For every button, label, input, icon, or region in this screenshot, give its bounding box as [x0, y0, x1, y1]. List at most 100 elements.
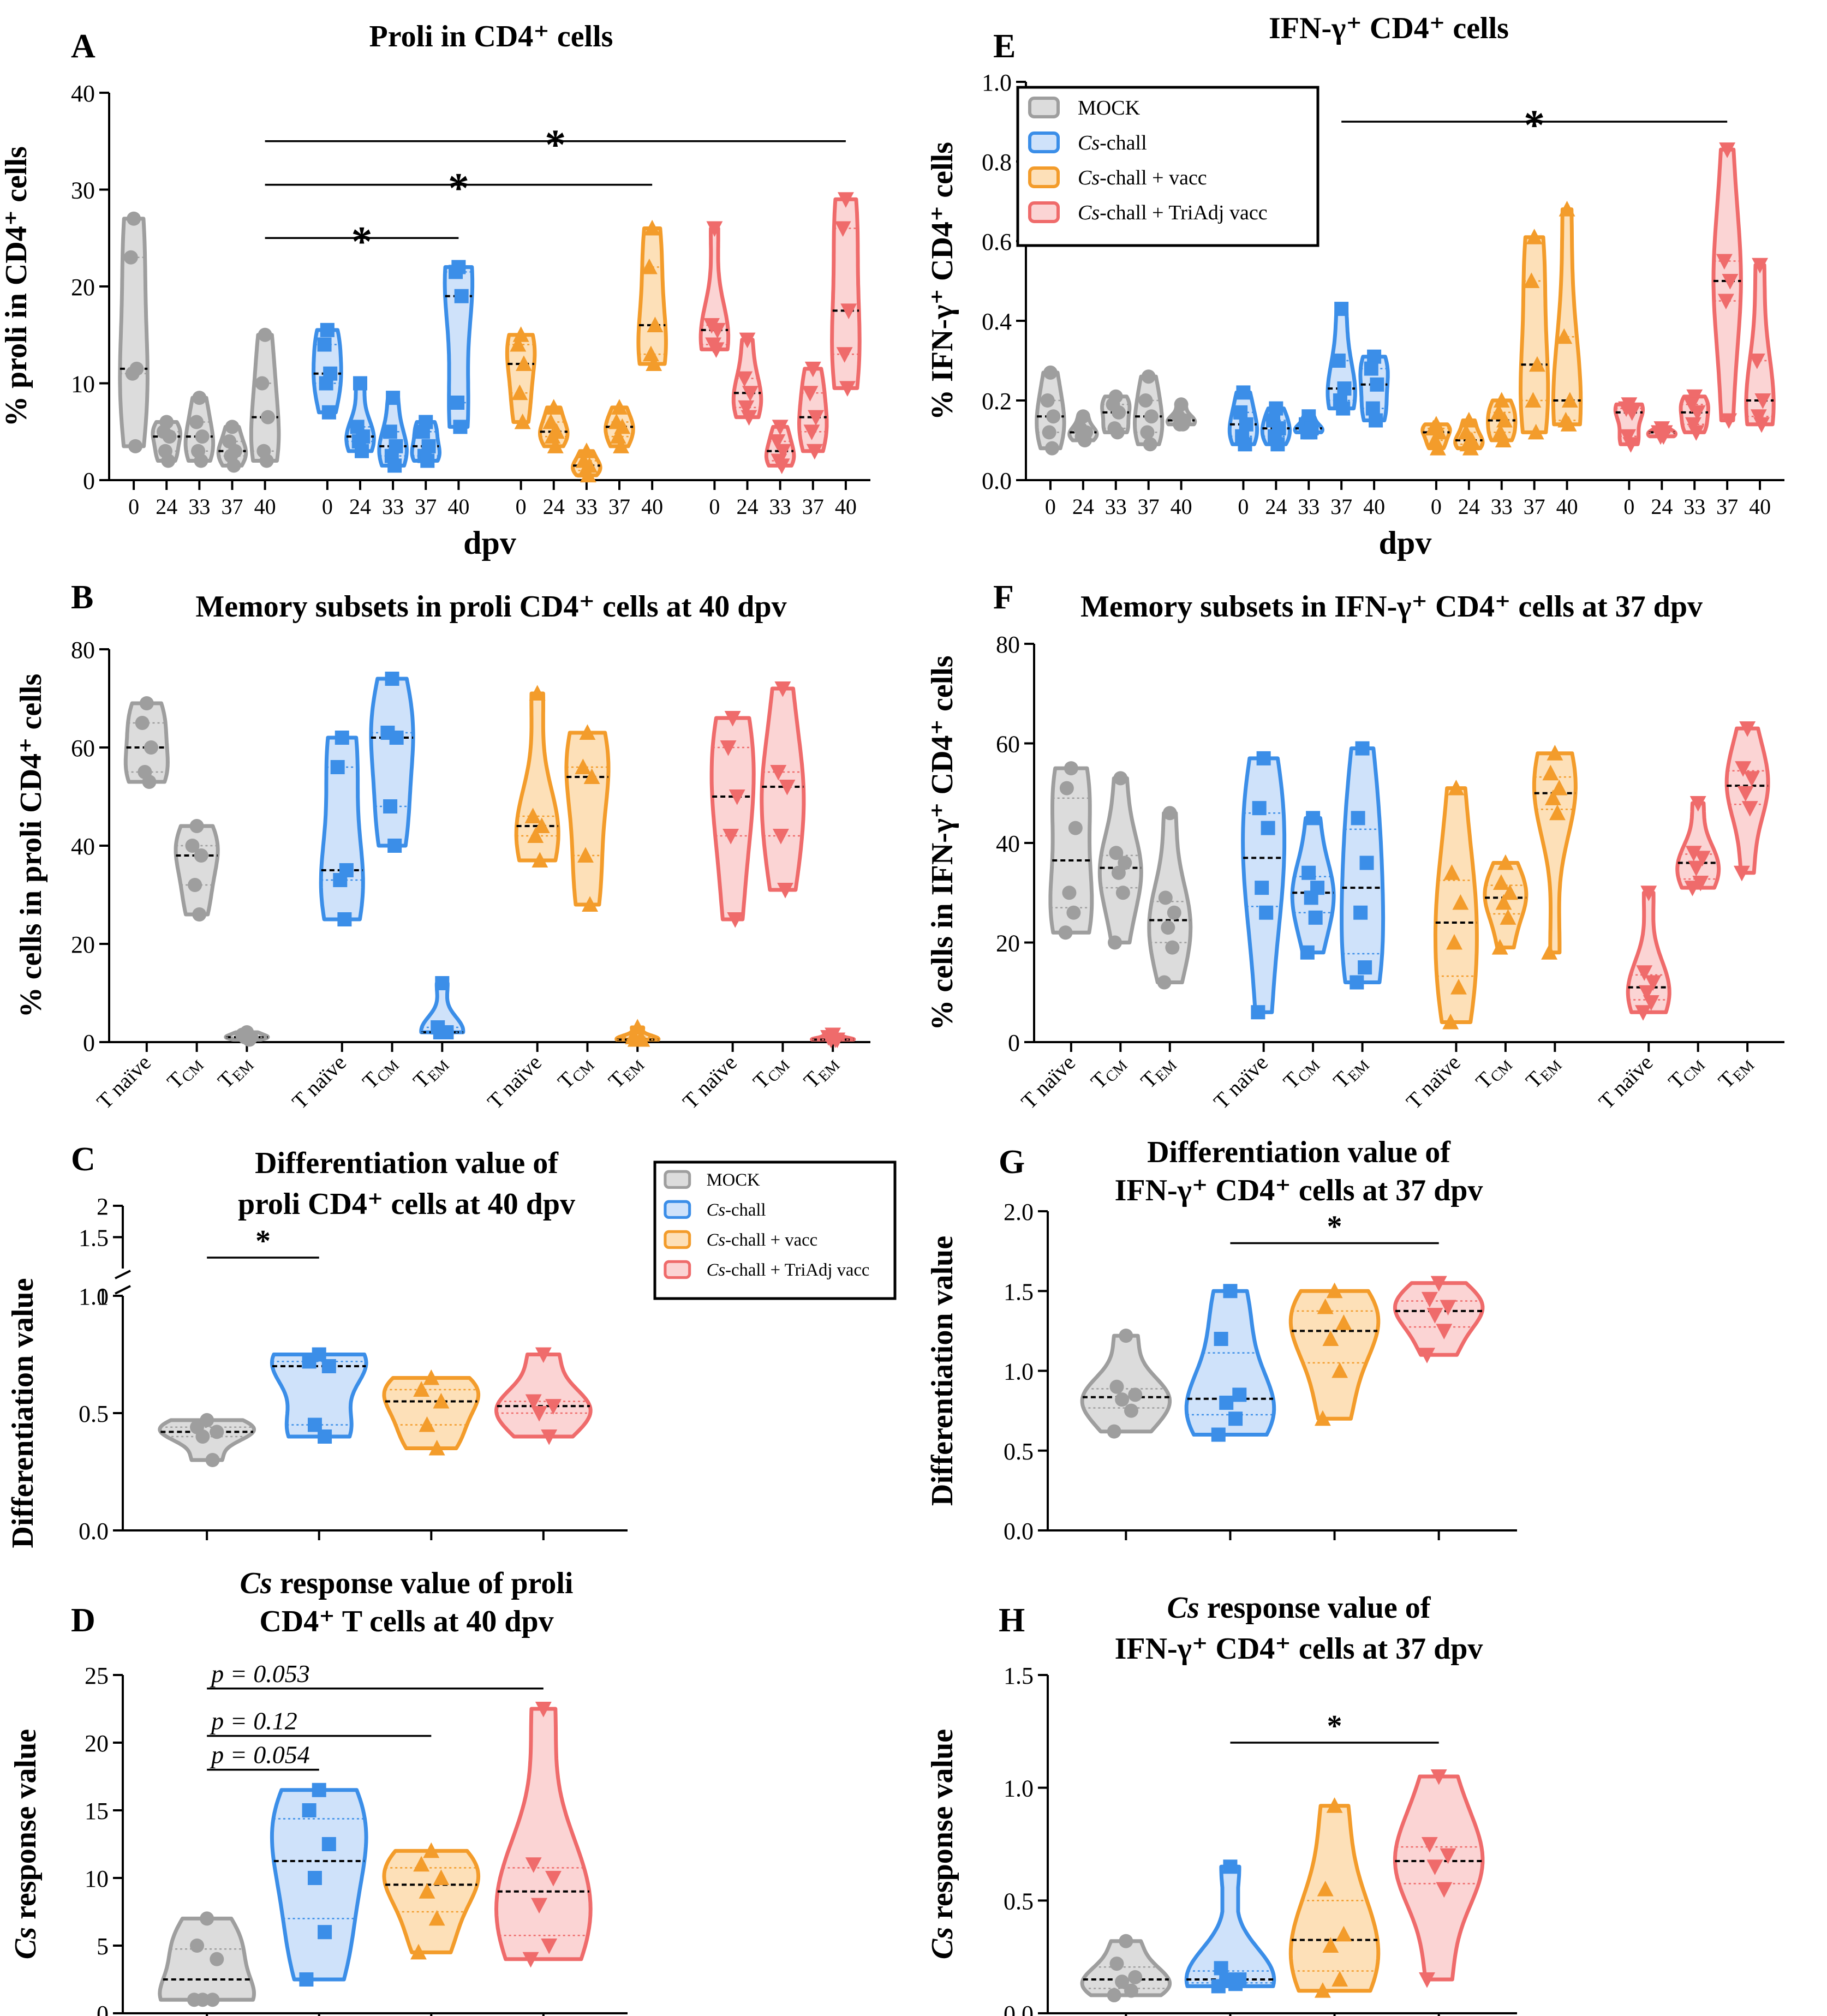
data-point	[727, 912, 744, 928]
data-point	[1685, 846, 1702, 862]
series-mock	[158, 1911, 256, 2007]
data-point	[512, 326, 529, 342]
data-point	[1719, 142, 1736, 158]
data-point	[1042, 425, 1056, 440]
y-tick-label: 0.8	[982, 149, 1012, 176]
panel-title: Cs response value of proli CD4⁺ T cells a…	[240, 1566, 574, 1638]
data-point	[1551, 780, 1568, 795]
data-point	[195, 429, 210, 444]
data-point	[510, 336, 527, 352]
data-point	[353, 376, 367, 391]
significance-bracket: p = 0.053	[207, 1660, 544, 1690]
x-tick-label: 40	[835, 494, 857, 519]
data-point	[804, 361, 821, 378]
x-tick-label: 33	[382, 494, 404, 519]
x-tick-label: 40	[1556, 494, 1578, 519]
series-triadj	[494, 1702, 593, 1968]
significance-label: *	[448, 164, 469, 212]
data-point	[547, 438, 564, 453]
panel-h: H Cs response value of IFN-γ⁺ CD4⁺ cells a…	[926, 1591, 1517, 2016]
data-point	[312, 1782, 326, 1797]
data-point	[1529, 356, 1545, 372]
violin-shape	[760, 686, 806, 892]
x-tick-label: 37	[1716, 494, 1738, 519]
data-point	[1419, 1972, 1435, 1988]
data-point	[1128, 1970, 1143, 1984]
data-point	[1269, 401, 1283, 416]
y-axis-label: % cells in IFN-γ⁺ CD4⁺ cells	[926, 655, 959, 1030]
y-tick-label: 1.5	[79, 1225, 109, 1252]
data-point	[1040, 393, 1055, 408]
data-point	[739, 332, 756, 349]
data-point	[1112, 405, 1126, 420]
data-point	[779, 780, 796, 795]
series-triadj	[1626, 721, 1770, 1021]
violin-shape	[1675, 801, 1721, 890]
axis-break	[115, 1270, 131, 1279]
data-point	[1443, 864, 1460, 880]
data-point	[1214, 1332, 1228, 1346]
data-point	[1256, 751, 1271, 765]
x-tick-label: 37	[415, 494, 437, 519]
data-point	[161, 453, 176, 468]
series-chall	[1184, 1284, 1276, 1442]
data-point	[1559, 201, 1575, 217]
data-point	[1211, 1979, 1226, 1994]
data-point	[1495, 894, 1512, 910]
data-point	[128, 439, 143, 453]
data-point	[1741, 801, 1758, 817]
panel-a: A Proli in CD4⁺ cells 0 10 20 30 40 % proli in …	[0, 20, 870, 561]
series-triadj	[1613, 142, 1776, 453]
significance-bracket: *	[1230, 1210, 1439, 1245]
data-point	[386, 391, 401, 405]
y-tick-label: 0.5	[1004, 1888, 1034, 1915]
y-tick-label: 80	[996, 631, 1020, 658]
data-point	[1119, 1329, 1133, 1343]
data-point	[123, 250, 138, 265]
data-point	[1110, 425, 1125, 440]
data-point	[387, 458, 402, 473]
x-tick-label: 37	[608, 494, 630, 519]
panel-letter: E	[993, 28, 1016, 65]
data-point	[533, 817, 550, 833]
significance-label: *	[1524, 101, 1545, 148]
y-axis-label: Cs response value	[926, 1729, 959, 1959]
data-point	[1335, 1314, 1352, 1330]
y-tick-label: 0.0	[79, 1518, 109, 1545]
data-point	[1300, 945, 1315, 960]
data-point	[1236, 385, 1251, 400]
data-point	[1140, 425, 1155, 440]
panel-title: Differentiation value of proli CD4⁺ cells…	[238, 1146, 575, 1221]
y-axis-label: Differentiation value	[6, 1278, 40, 1548]
series-triadj	[698, 192, 862, 474]
x-tick-label: TCM	[357, 1050, 403, 1095]
significance-label: p = 0.12	[210, 1707, 297, 1735]
data-point	[1495, 432, 1512, 447]
data-point	[1128, 1387, 1143, 1402]
data-point	[1174, 397, 1189, 412]
data-point	[205, 1453, 220, 1467]
data-point	[194, 453, 208, 468]
series-mock	[1048, 761, 1193, 990]
y-axis-label: % proli in CD4⁺ cells	[0, 146, 33, 427]
data-point	[1735, 761, 1752, 777]
y-tick-label: 1	[97, 1283, 109, 1310]
violin-shape	[830, 197, 862, 390]
x-tick-label: 40	[641, 494, 663, 519]
y-tick-label: 0.0	[1004, 1518, 1034, 1545]
data-point	[641, 258, 658, 274]
x-tick-label: TCM	[1086, 1050, 1131, 1095]
data-point	[1358, 960, 1372, 975]
panel-f: F Memory subsets in IFN-γ⁺ CD4⁺ cells at …	[926, 579, 1784, 1114]
x-tick-label: 0	[128, 494, 139, 519]
x-tick-label: 24	[1458, 494, 1480, 519]
data-point	[1335, 1925, 1352, 1942]
x-tick-label: TCM	[748, 1050, 793, 1095]
data-point	[127, 211, 141, 226]
data-point	[1685, 417, 1701, 433]
data-point	[1259, 905, 1274, 920]
data-point	[1753, 417, 1770, 433]
significance-label: *	[1327, 1210, 1342, 1244]
legend-label-vacc: Cs-chall + vacc	[1078, 166, 1207, 189]
data-point	[525, 1394, 542, 1410]
